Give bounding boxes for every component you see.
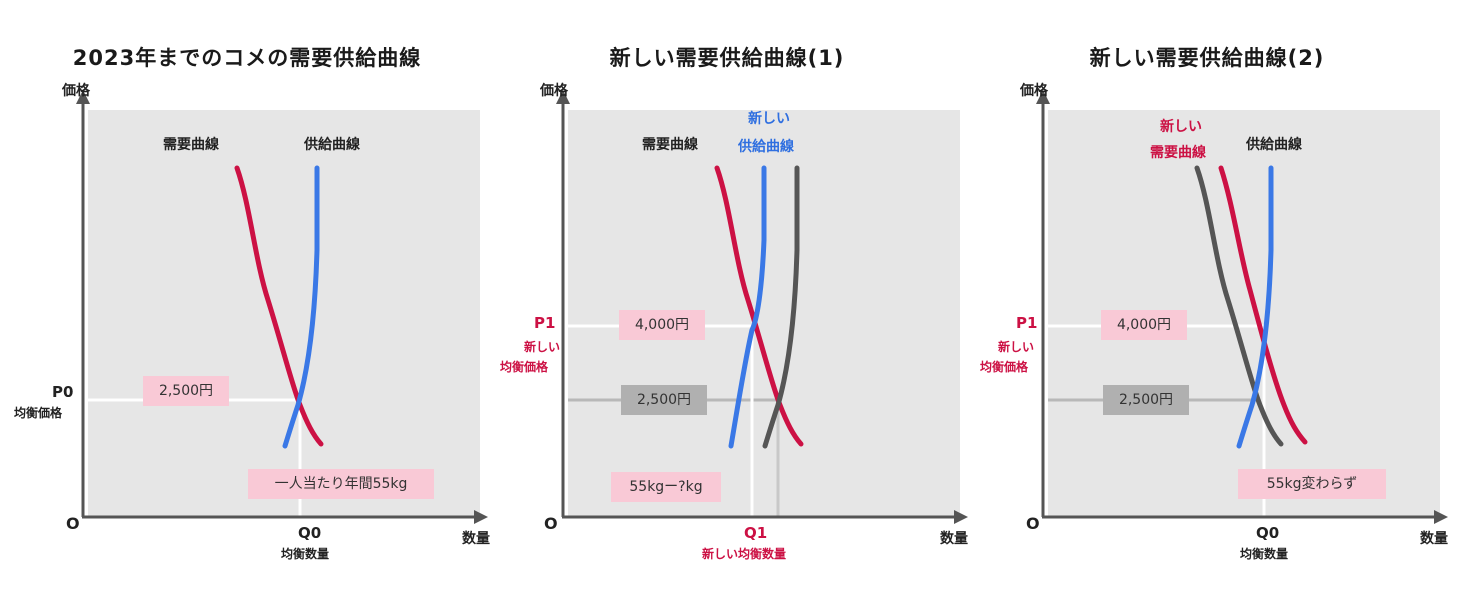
old-price-box: 2,500円 (621, 385, 707, 415)
y-axis-arrow (556, 90, 570, 104)
quantity-box: 55kgー?kg (611, 472, 721, 502)
price-sublabel-line2: 均衡価格 (500, 360, 549, 374)
price-sublabel: 均衡価格 (14, 406, 63, 420)
x-axis-label: 数量 (462, 531, 490, 547)
quantity-label: Q0 (298, 524, 322, 542)
y-axis-label: 価格 (540, 83, 568, 99)
new-supply-label-line1: 新しい (748, 111, 790, 127)
quantity-sublabel: 新しい均衡数量 (702, 547, 787, 561)
new-price-box: 4,000円 (1101, 310, 1187, 340)
price-sublabel-line1: 新しい (998, 340, 1035, 354)
supply-curve-label: 供給曲線 (304, 137, 360, 153)
quantity-label: Q1 (744, 524, 768, 542)
x-axis-arrow (474, 510, 488, 524)
quantity-label: Q0 (1256, 524, 1280, 542)
y-axis-arrow (76, 90, 90, 104)
quantity-box: 一人当たり年間55kg (248, 469, 434, 499)
demand-curve (714, 165, 804, 447)
quantity-sublabel: 均衡数量 (1240, 547, 1289, 561)
y-axis-label: 価格 (1020, 83, 1048, 99)
demand-curve (234, 165, 324, 447)
price-sublabel-line2: 均衡価格 (980, 360, 1029, 374)
supply-curve (282, 165, 320, 449)
x-axis-label: 数量 (940, 531, 968, 547)
diagram-svg (556, 90, 968, 524)
y-axis-label: 価格 (62, 83, 90, 99)
price-label: P1 (1016, 314, 1038, 332)
diagram-svg (76, 90, 488, 524)
price-label: P0 (52, 383, 74, 401)
panel-title: 2023年までのコメの需要供給曲線 (72, 46, 422, 70)
new-demand-label-line1: 新しい (1160, 119, 1202, 135)
old-price-box: 2,500円 (1103, 385, 1189, 415)
panel-1: 2023年までのコメの需要供給曲線 価格 数量 O 需要曲線 供給曲線 P0 均… (0, 0, 494, 600)
origin-label: O (66, 514, 80, 533)
panel-3: 新しい需要供給曲線(2) 価格 数量 O 新しい 需要曲線 供給曲線 P1 新し… (960, 0, 1454, 600)
price-sublabel-line1: 新しい (524, 340, 561, 354)
new-demand-label-line2: 需要曲線 (1150, 145, 1206, 161)
panel-title: 新しい需要供給曲線(1) (609, 46, 845, 70)
origin-label: O (544, 514, 558, 533)
new-supply-label-line2: 供給曲線 (738, 139, 794, 155)
old-demand-curve (1194, 165, 1284, 447)
price-label: P1 (534, 314, 556, 332)
x-axis-arrow (954, 510, 968, 524)
x-axis-arrow (1434, 510, 1448, 524)
old-supply-curve (762, 165, 800, 449)
quantity-box: 55kg変わらず (1238, 469, 1386, 499)
supply-curve-label: 供給曲線 (1246, 137, 1302, 153)
price-box: 2,500円 (143, 376, 229, 406)
origin-label: O (1026, 514, 1040, 533)
new-demand-curve (1218, 165, 1308, 445)
panel-title: 新しい需要供給曲線(2) (1089, 46, 1325, 70)
demand-curve-label: 需要曲線 (642, 137, 698, 153)
supply-curve (1236, 165, 1274, 449)
panel-2: 新しい需要供給曲線(1) 価格 数量 O 需要曲線 新しい 供給曲線 P1 新し… (480, 0, 974, 600)
new-price-box: 4,000円 (619, 310, 705, 340)
x-axis-label: 数量 (1420, 531, 1448, 547)
new-supply-curve (728, 165, 767, 449)
y-axis-arrow (1036, 90, 1050, 104)
plot-area (88, 110, 480, 516)
quantity-sublabel: 均衡数量 (281, 547, 330, 561)
demand-curve-label: 需要曲線 (163, 137, 219, 153)
